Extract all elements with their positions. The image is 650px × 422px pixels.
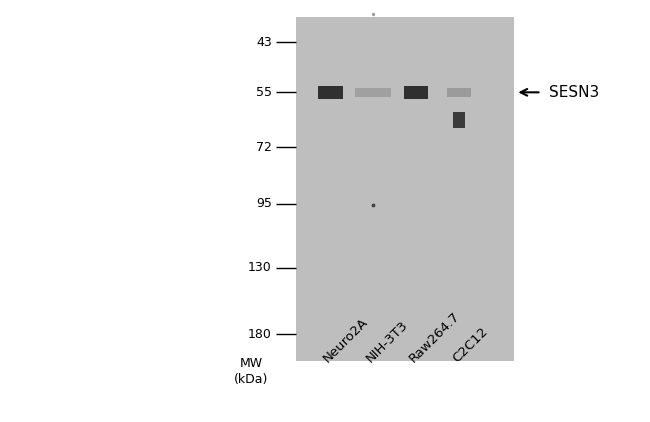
Bar [296,17,514,361]
Bar [355,88,391,97]
Text: 95: 95 [256,197,272,210]
Text: MW
(kDa): MW (kDa) [234,357,268,386]
Text: Neuro2A: Neuro2A [321,315,371,365]
Text: 43: 43 [256,35,272,49]
Bar [404,86,428,99]
Text: 55: 55 [255,86,272,99]
Bar [447,88,471,97]
Text: Raw264.7: Raw264.7 [407,309,463,365]
Bar [318,86,343,99]
Text: NIH-3T3: NIH-3T3 [364,318,411,365]
Text: 72: 72 [256,141,272,154]
Bar [453,112,465,128]
Text: SESN3: SESN3 [549,85,599,100]
Text: C2C12: C2C12 [450,325,490,365]
Text: 130: 130 [248,261,272,274]
Text: 180: 180 [248,328,272,341]
